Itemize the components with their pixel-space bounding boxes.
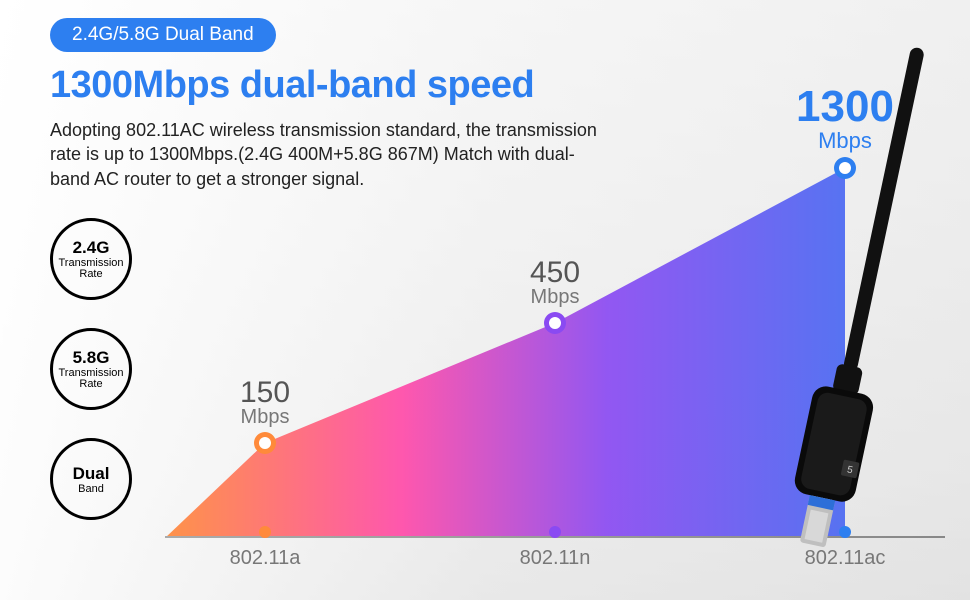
chart-unit: Mbps xyxy=(530,286,580,309)
feature-circle-title: 2.4G xyxy=(73,238,110,258)
category-badge: 2.4G/5.8G Dual Band xyxy=(50,18,276,52)
chart-area xyxy=(165,116,945,586)
chart-value: 150 xyxy=(240,376,290,410)
chart-tick xyxy=(839,526,851,538)
chart-marker xyxy=(834,157,856,179)
chart-marker xyxy=(254,432,276,454)
page-title: 1300Mbps dual-band speed xyxy=(50,64,534,107)
feature-circle-0: 2.4GTransmissionRate xyxy=(50,218,132,300)
chart-data-label: 450Mbps xyxy=(530,256,580,309)
chart-value: 1300 xyxy=(796,82,894,132)
chart-tick xyxy=(259,526,271,538)
chart-data-label: 150Mbps xyxy=(240,376,290,429)
feature-circle-title: Dual xyxy=(73,464,110,484)
chart-data-label: 1300Mbps xyxy=(796,82,894,154)
feature-circle-title: 5.8G xyxy=(73,348,110,368)
chart-tick xyxy=(549,526,561,538)
chart-value: 450 xyxy=(530,256,580,290)
feature-circle-2: DualBand xyxy=(50,438,132,520)
chart-x-label: 802.11ac xyxy=(805,547,886,570)
feature-circle-sub: Rate xyxy=(79,269,102,280)
feature-circle-sub: Rate xyxy=(79,379,102,390)
feature-circle-1: 5.8GTransmissionRate xyxy=(50,328,132,410)
chart-x-label: 802.11n xyxy=(520,547,591,570)
chart-x-label: 802.11a xyxy=(230,547,301,570)
speed-chart: 802.11a150Mbps802.11n450Mbps802.11ac1300… xyxy=(165,116,945,586)
feature-circle-sub: Band xyxy=(78,484,104,495)
chart-unit: Mbps xyxy=(240,406,290,429)
chart-marker xyxy=(544,312,566,334)
